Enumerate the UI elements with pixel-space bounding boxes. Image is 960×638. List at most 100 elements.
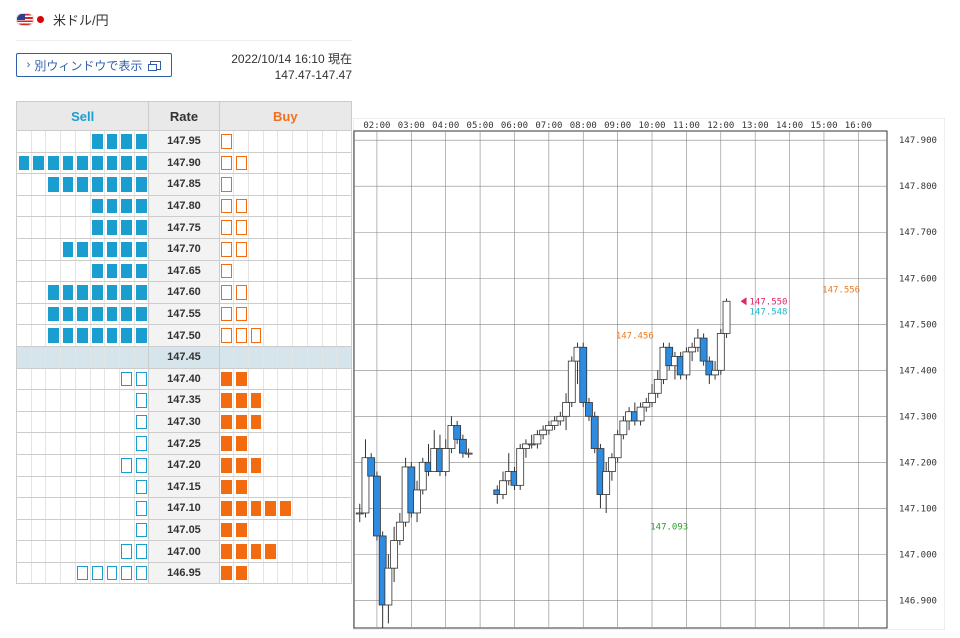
empty-block <box>46 346 62 368</box>
buy-volume-block <box>220 433 235 454</box>
empty-block <box>323 454 338 476</box>
order-book-row: 147.05 <box>15 518 353 542</box>
order-book-row: 147.30 <box>15 410 353 434</box>
rate-cell: 147.25 <box>148 432 220 455</box>
empty-block <box>32 217 47 238</box>
empty-block <box>61 562 76 584</box>
x-tick-label: 07:00 <box>535 121 562 131</box>
empty-block <box>293 131 308 152</box>
empty-block <box>293 303 308 325</box>
sell-volume-block <box>91 238 106 260</box>
buy-volume-block <box>234 562 250 584</box>
candle-body <box>390 540 399 569</box>
empty-block <box>17 368 32 390</box>
candle-body <box>516 448 525 486</box>
empty-block <box>337 174 351 195</box>
empty-block <box>32 390 47 411</box>
empty-block <box>91 519 106 541</box>
sell-cell <box>15 259 150 283</box>
header-divider <box>16 40 352 41</box>
empty-block <box>264 476 279 498</box>
empty-block <box>293 238 308 260</box>
sell-volume-block <box>76 174 91 195</box>
empty-block <box>120 498 135 519</box>
buy-volume-block <box>234 390 250 411</box>
sell-volume-block <box>135 153 149 174</box>
x-tick-label: 08:00 <box>570 121 597 131</box>
empty-block <box>32 454 47 476</box>
empty-block <box>76 390 91 411</box>
empty-block <box>46 454 62 476</box>
empty-block <box>293 476 308 498</box>
empty-block <box>76 346 91 368</box>
empty-block <box>32 174 47 195</box>
empty-block <box>61 454 76 476</box>
empty-block <box>17 346 32 368</box>
sell-volume-block <box>120 282 135 303</box>
candlestick-chart-svg: 02:00 03:00 04:00 05:00 06:00 07:00 08:00 09:00… <box>353 118 945 630</box>
empty-block <box>293 217 308 238</box>
buy-volume-block <box>234 238 250 260</box>
sell-volume-block <box>135 217 149 238</box>
sell-volume-block <box>105 325 120 346</box>
empty-block <box>278 303 294 325</box>
empty-block <box>46 238 62 260</box>
candle-body <box>579 346 588 403</box>
empty-block <box>120 476 135 498</box>
y-tick-label: 147.400 <box>899 366 937 376</box>
empty-block <box>278 541 294 562</box>
sell-volume-block <box>135 174 149 195</box>
sell-volume-block <box>105 152 120 174</box>
empty-block <box>105 519 120 541</box>
empty-block <box>264 346 279 368</box>
sell-volume-block <box>105 238 120 260</box>
buy-volume-block <box>220 562 235 584</box>
sell-cell <box>15 497 150 520</box>
empty-block <box>323 303 338 325</box>
sell-cell <box>15 151 150 175</box>
order-book-row: 147.70 <box>15 237 353 261</box>
buy-volume-block <box>220 476 235 498</box>
empty-block <box>105 541 120 562</box>
empty-block <box>46 476 62 498</box>
buy-volume-block <box>234 454 250 476</box>
sell-volume-block <box>46 325 62 346</box>
y-tick-label: 147.200 <box>899 458 937 468</box>
buy-volume-block <box>234 411 250 433</box>
y-tick-label: 146.900 <box>899 596 937 606</box>
sell-volume-block <box>135 369 149 390</box>
sell-volume-block <box>120 260 135 282</box>
sell-volume-block <box>135 196 149 217</box>
order-book-row: 147.10 <box>15 497 353 520</box>
sell-volume-block <box>91 217 106 238</box>
empty-block <box>46 411 62 433</box>
buy-volume-block <box>220 390 235 411</box>
x-tick-label: 04:00 <box>432 121 459 131</box>
empty-block <box>293 454 308 476</box>
candle-body <box>527 443 536 446</box>
empty-block <box>234 174 250 195</box>
sell-volume-block <box>120 303 135 325</box>
empty-block <box>264 174 279 195</box>
candle-body <box>722 300 731 334</box>
sell-volume-block <box>135 498 149 519</box>
empty-block <box>91 454 106 476</box>
sell-volume-block <box>76 303 91 325</box>
empty-block <box>61 368 76 390</box>
empty-block <box>17 562 32 584</box>
candle-body <box>585 402 593 417</box>
empty-block <box>105 411 120 433</box>
empty-block <box>61 541 76 562</box>
sell-volume-block <box>135 520 149 541</box>
buy-column-header: Buy <box>218 101 353 131</box>
open-new-window-button[interactable]: › 別ウィンドウで表示 <box>16 53 172 77</box>
sell-volume-block <box>105 131 120 152</box>
empty-block <box>278 131 294 152</box>
buy-cell <box>218 367 353 391</box>
x-tick-label: 10:00 <box>638 121 665 131</box>
x-tick-label: 09:00 <box>604 121 631 131</box>
empty-block <box>278 433 294 454</box>
sell-volume-block <box>76 152 91 174</box>
empty-block <box>337 390 351 411</box>
empty-block <box>105 346 120 368</box>
